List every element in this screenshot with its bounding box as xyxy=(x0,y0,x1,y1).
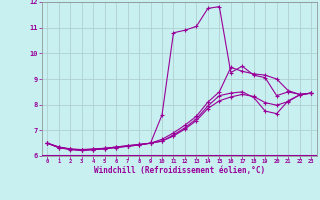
X-axis label: Windchill (Refroidissement éolien,°C): Windchill (Refroidissement éolien,°C) xyxy=(94,166,265,175)
